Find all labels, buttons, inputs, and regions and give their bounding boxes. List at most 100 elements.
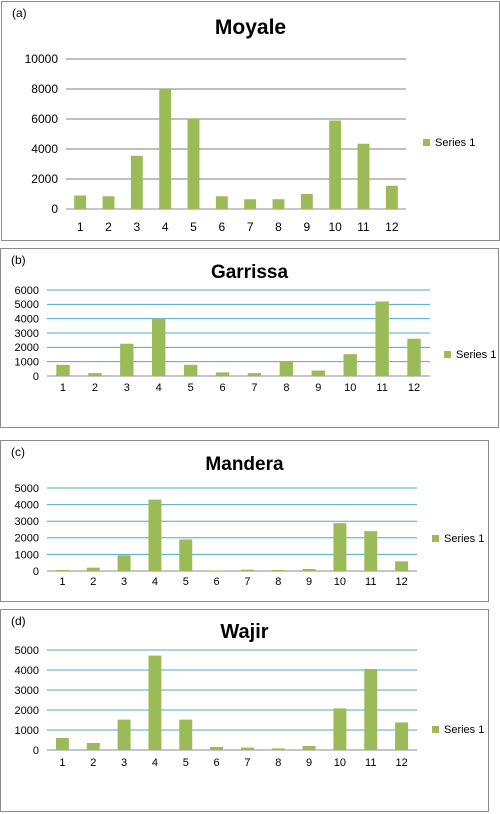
bar bbox=[152, 318, 166, 376]
x-tick-label: 2 bbox=[90, 576, 96, 588]
bar bbox=[333, 708, 347, 750]
x-tick-label: 7 bbox=[244, 757, 250, 769]
bar bbox=[271, 570, 285, 571]
y-tick-label: 1000 bbox=[15, 549, 39, 561]
y-tick-label: 4000 bbox=[15, 314, 39, 326]
legend-swatch bbox=[423, 139, 430, 146]
x-tick-label: 8 bbox=[275, 757, 281, 769]
bar bbox=[385, 185, 398, 209]
y-tick-label: 5000 bbox=[15, 483, 39, 495]
bar bbox=[210, 747, 224, 750]
bar bbox=[240, 569, 254, 571]
chart-panel-mandera: (c) Mandera 0 1000 2000 3000 4000 5000 1 2 3 4 5 6 7… bbox=[0, 440, 489, 602]
y-tick-label: 3000 bbox=[15, 328, 39, 340]
x-tick-label: 4 bbox=[162, 220, 169, 234]
x-tick-label: 2 bbox=[105, 220, 112, 234]
bar bbox=[364, 669, 378, 750]
bar bbox=[247, 373, 262, 376]
x-tick-label: 4 bbox=[156, 382, 162, 394]
x-tick-label: 6 bbox=[214, 757, 220, 769]
x-tick-label: 6 bbox=[218, 220, 225, 234]
x-tick-label: 5 bbox=[183, 576, 189, 588]
bar bbox=[333, 523, 347, 571]
x-tick-label: 1 bbox=[77, 220, 84, 234]
x-tick-label: 2 bbox=[90, 757, 96, 769]
bar bbox=[272, 199, 285, 209]
x-tick-label: 10 bbox=[344, 382, 356, 394]
bar bbox=[343, 354, 357, 376]
chart-panel-moyale: (a) Moyale 0 2000 4000 6000 8000 10000 1 2 3 4 5 6 7… bbox=[1, 1, 500, 241]
y-tick-label: 2000 bbox=[15, 342, 39, 354]
y-tick-label: 1000 bbox=[15, 357, 39, 369]
x-tick-label: 9 bbox=[303, 220, 310, 234]
x-tick-label: 11 bbox=[365, 757, 376, 769]
y-tick-label: 0 bbox=[33, 371, 39, 383]
bar bbox=[271, 748, 285, 750]
x-tick-label: 1 bbox=[60, 382, 66, 394]
x-tick-label: 9 bbox=[315, 382, 321, 394]
bar bbox=[187, 118, 200, 209]
chart-panel-wajir: (d) Wajir 0 1000 2000 3000 4000 5000 1 2 3 4 5 6 7 8 9… bbox=[0, 609, 489, 812]
y-tick-label: 8000 bbox=[31, 82, 58, 96]
x-tick-label: 12 bbox=[385, 220, 399, 234]
bar bbox=[102, 196, 115, 209]
bar bbox=[302, 746, 316, 750]
bar bbox=[74, 195, 87, 209]
bar bbox=[56, 364, 70, 376]
panel-label: (b) bbox=[11, 253, 26, 267]
x-tick-label: 3 bbox=[121, 576, 127, 588]
x-tick-label: 7 bbox=[251, 382, 257, 394]
y-tick-label: 5000 bbox=[15, 645, 39, 657]
bar bbox=[148, 655, 162, 750]
bar bbox=[279, 361, 294, 376]
legend: Series 1 bbox=[423, 137, 475, 149]
bar bbox=[117, 555, 131, 571]
x-tick-label: 3 bbox=[133, 220, 140, 234]
x-tick-label: 10 bbox=[328, 220, 342, 234]
x-tick-label: 7 bbox=[244, 576, 250, 588]
x-tick-label: 1 bbox=[59, 757, 65, 769]
x-tick-label: 8 bbox=[275, 220, 282, 234]
bar bbox=[179, 719, 193, 750]
x-tick-label: 2 bbox=[92, 382, 98, 394]
bar bbox=[244, 199, 257, 209]
panel-label: (d) bbox=[11, 614, 26, 628]
x-tick-label: 11 bbox=[376, 382, 387, 394]
bar bbox=[240, 747, 254, 750]
x-tick-label: 4 bbox=[152, 576, 158, 588]
y-tick-label: 0 bbox=[51, 202, 58, 216]
x-tick-label: 12 bbox=[408, 382, 420, 394]
x-tick-label: 3 bbox=[124, 382, 130, 394]
y-tick-label: 2000 bbox=[15, 533, 39, 545]
bar bbox=[364, 531, 378, 571]
legend-swatch bbox=[432, 535, 439, 542]
legend: Series 1 bbox=[444, 349, 496, 361]
chart-title: Wajir bbox=[220, 621, 269, 643]
legend-label: Series 1 bbox=[444, 533, 485, 545]
x-tick-label: 5 bbox=[188, 382, 194, 394]
bar bbox=[215, 372, 230, 376]
y-tick-label: 1000 bbox=[15, 725, 39, 737]
bar bbox=[130, 155, 143, 209]
y-tick-label: 10000 bbox=[25, 52, 59, 66]
bar bbox=[407, 338, 421, 376]
x-tick-label: 6 bbox=[214, 576, 220, 588]
bar bbox=[179, 539, 193, 571]
bar bbox=[86, 743, 100, 750]
x-tick-label: 5 bbox=[183, 757, 189, 769]
legend: Series 1 bbox=[432, 533, 484, 545]
bar bbox=[300, 194, 313, 209]
legend-swatch bbox=[432, 726, 439, 733]
bar bbox=[302, 569, 316, 571]
bar bbox=[88, 373, 102, 376]
bar bbox=[395, 722, 409, 750]
bar bbox=[55, 738, 69, 750]
legend-label: Series 1 bbox=[444, 724, 485, 736]
y-tick-label: 3000 bbox=[15, 685, 39, 697]
y-tick-label: 4000 bbox=[15, 665, 39, 677]
bar bbox=[395, 561, 409, 571]
x-tick-label: 4 bbox=[152, 757, 158, 769]
